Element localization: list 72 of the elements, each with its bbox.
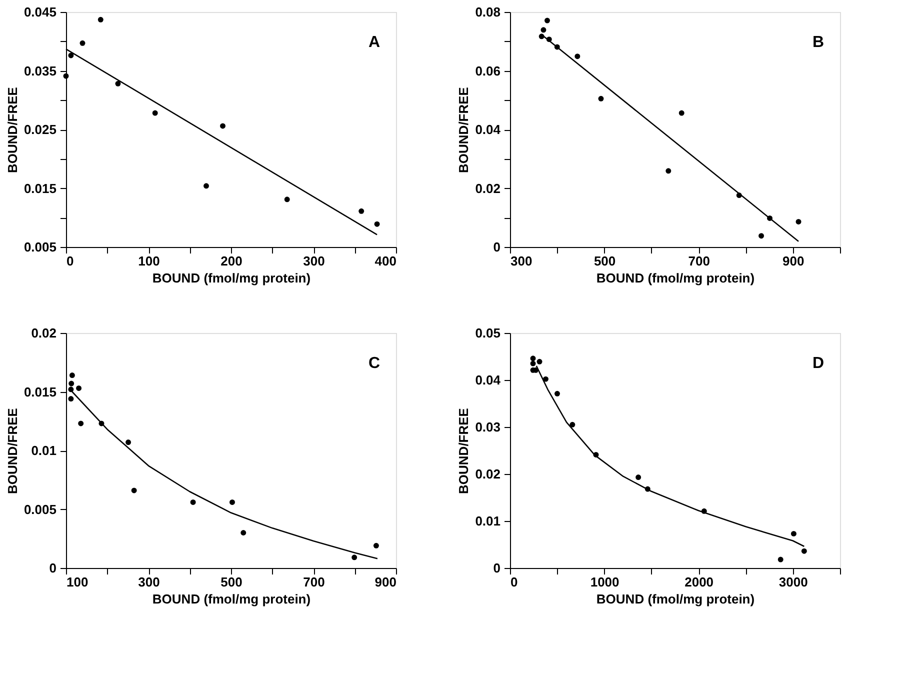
x-axis-title: BOUND (fmol/mg protein) — [152, 592, 311, 606]
x-tick-label: 100 — [66, 574, 88, 590]
x-tick-label: 200 — [220, 254, 242, 268]
y-tick-label: 0.045 — [24, 4, 56, 20]
point — [63, 73, 69, 79]
x-tick-label: 900 — [782, 254, 804, 268]
point — [778, 556, 784, 562]
x-tick-label: 0 — [510, 574, 518, 590]
point — [790, 530, 796, 536]
point — [554, 390, 560, 396]
y-tick-label: 0.02 — [475, 180, 500, 196]
x-tick-label: 0 — [66, 254, 74, 268]
y-tick-label: 0.015 — [24, 180, 56, 196]
y-tick-label: 0.03 — [475, 420, 500, 434]
point — [80, 40, 86, 46]
y-tick-label: 0.015 — [24, 384, 56, 400]
y-tick-label: 0.08 — [475, 4, 500, 20]
y-tick-label: 0 — [493, 560, 500, 576]
y-axis-title: BOUND/FREE — [456, 86, 472, 173]
x-tick-label: 700 — [688, 254, 710, 268]
annotation: C — [368, 355, 380, 372]
y-tick-label: 0.025 — [24, 122, 56, 137]
y-axis-title: BOUND/FREE — [4, 408, 20, 494]
x-tick-label: 700 — [303, 574, 325, 590]
y-tick-label: 0.04 — [475, 122, 502, 137]
y-tick-label: 0.02 — [475, 466, 500, 482]
point — [68, 52, 74, 58]
x-tick-label: 900 — [374, 574, 396, 590]
y-tick-label: 0.04 — [475, 372, 502, 388]
point — [530, 360, 536, 366]
x-tick-label: 500 — [594, 254, 616, 268]
annotation: D — [812, 355, 824, 372]
x-tick-label: 2000 — [684, 574, 714, 590]
x-tick-label: 500 — [220, 574, 242, 590]
y-tick-label: 0.005 — [24, 240, 56, 254]
point — [204, 183, 209, 189]
x-tick-label: 400 — [374, 254, 396, 268]
point — [530, 356, 536, 362]
x-tick-label: 300 — [510, 254, 532, 268]
y-tick-label: 0.02 — [31, 326, 56, 340]
point — [284, 196, 290, 202]
point — [536, 358, 542, 364]
point — [152, 110, 158, 116]
annotation: B — [812, 34, 824, 51]
y-axis-title: BOUND/FREE — [456, 408, 472, 494]
point — [115, 80, 121, 86]
point — [374, 221, 380, 227]
x-tick-label: 300 — [138, 574, 160, 590]
point — [801, 548, 807, 554]
x-tick-label: 300 — [303, 254, 325, 268]
point — [570, 422, 576, 428]
point — [542, 376, 548, 382]
y-tick-label: 0 — [49, 560, 56, 576]
point — [220, 123, 226, 129]
x-tick-label: 100 — [138, 254, 160, 268]
y-tick-label: 0 — [493, 240, 500, 254]
y-tick-label: 0.035 — [24, 63, 56, 78]
x-axis-title: BOUND (fmol/mg protein) — [596, 592, 755, 606]
y-tick-label: 0.01 — [475, 514, 500, 528]
y-tick-label: 0.06 — [475, 63, 500, 78]
y-tick-label: 0.01 — [31, 443, 56, 458]
x-tick-label: 1000 — [590, 574, 620, 590]
x-axis-title: BOUND (fmol/mg protein) — [596, 270, 755, 286]
x-axis-title: BOUND (fmol/mg protein) — [152, 270, 311, 286]
point — [636, 474, 642, 480]
y-axis-title: BOUND/FREE — [4, 86, 20, 173]
point — [358, 208, 364, 214]
point — [98, 16, 104, 22]
annotation: A — [368, 34, 380, 51]
y-tick-label: 0.05 — [475, 326, 500, 340]
y-tick-label: 0.005 — [24, 502, 56, 517]
x-tick-label: 3000 — [778, 574, 808, 590]
